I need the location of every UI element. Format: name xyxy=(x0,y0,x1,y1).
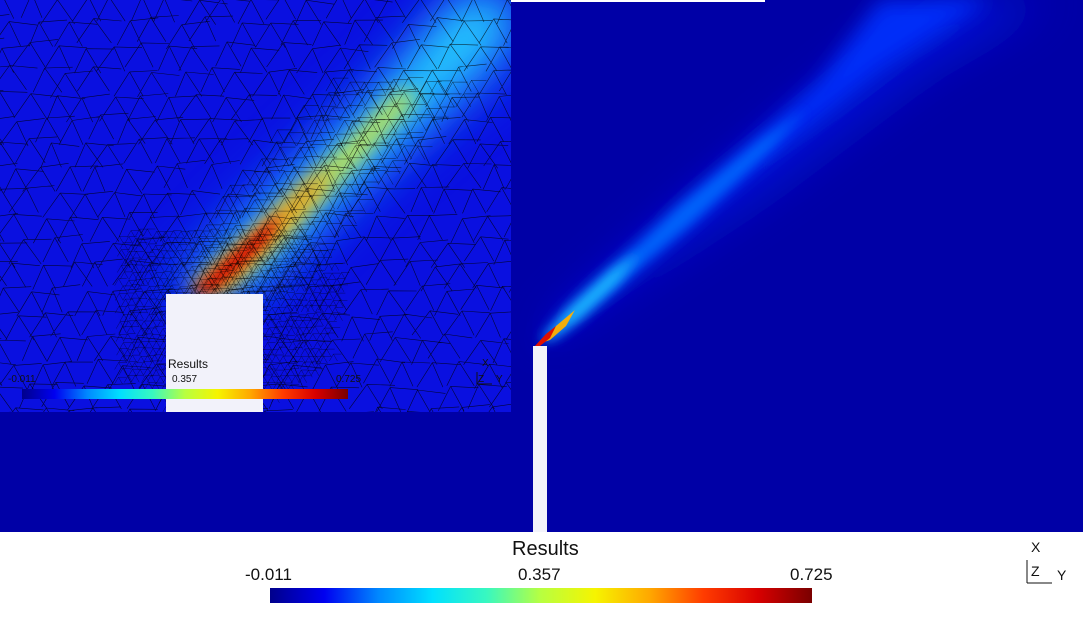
main-obstacle xyxy=(533,346,547,532)
inset-legend-max: 0.725 xyxy=(336,374,361,385)
inset-axis-triad: X Z Y xyxy=(476,358,503,385)
inset-legend-mid: 0.357 xyxy=(172,374,197,385)
inset-axis-y-label: Y xyxy=(496,374,503,385)
inset-colorbar xyxy=(22,389,348,399)
main-axis-y-label: Y xyxy=(1057,567,1067,583)
main-legend-min: -0.011 xyxy=(245,565,292,584)
main-legend-mid: 0.357 xyxy=(518,565,561,584)
main-legend-title: Results xyxy=(512,538,579,560)
main-axis-z-label: Z xyxy=(1031,563,1040,579)
main-frame-top-edge xyxy=(511,0,765,2)
main-legend-max: 0.725 xyxy=(790,565,833,584)
inset-view: Results -0.011 0.357 0.725 X Z Y xyxy=(0,0,511,412)
inset-axis-z-label: Z xyxy=(478,374,484,385)
legend-strip-background xyxy=(0,532,1083,622)
main-legend: Results -0.011 0.357 0.725 xyxy=(0,532,1083,622)
main-axis-x-label: X xyxy=(1031,539,1041,555)
inset-axis-x-label: X xyxy=(482,358,489,369)
inset-legend-title: Results xyxy=(168,357,208,371)
inset-legend: Results -0.011 0.357 0.725 xyxy=(8,357,361,399)
main-plume xyxy=(534,0,1050,347)
main-colorbar xyxy=(270,588,812,603)
main-axis-triad: X Z Y xyxy=(1026,539,1067,584)
inset-legend-min: -0.011 xyxy=(8,374,36,385)
